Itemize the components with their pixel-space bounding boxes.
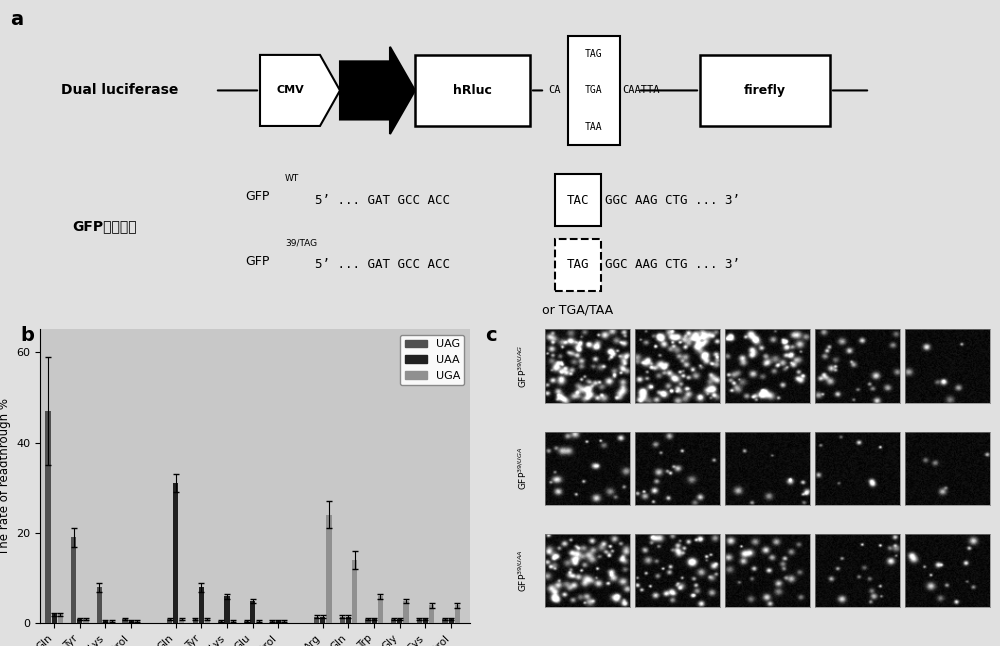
Bar <box>403 601 409 623</box>
Bar <box>346 616 351 623</box>
Bar <box>455 605 460 623</box>
Bar <box>244 621 249 623</box>
Text: CMV: CMV <box>277 85 304 96</box>
Bar <box>442 619 448 623</box>
FancyBboxPatch shape <box>415 55 530 126</box>
Text: TAA: TAA <box>585 122 603 132</box>
Text: GFP报告系统: GFP报告系统 <box>73 219 137 233</box>
Text: stRNA$^{Trp}$: stRNA$^{Trp}$ <box>748 439 787 451</box>
Text: GFP$^{39/UAA}$: GFP$^{39/UAA}$ <box>516 549 529 592</box>
Bar <box>193 619 198 623</box>
Bar <box>372 619 377 623</box>
Text: stRNA$^{Tyr}$: stRNA$^{Tyr}$ <box>748 336 787 349</box>
Bar <box>352 560 357 623</box>
Bar <box>103 621 108 623</box>
Bar <box>423 619 428 623</box>
Text: GFP$^{39/UAG}$: GFP$^{39/UAG}$ <box>516 344 529 388</box>
Bar <box>135 621 140 623</box>
Bar <box>77 619 82 623</box>
Bar <box>270 621 275 623</box>
Bar <box>276 621 281 623</box>
Bar <box>250 601 255 623</box>
Bar <box>58 614 63 623</box>
Text: GFP$^{39/UGA}$: GFP$^{39/UGA}$ <box>516 447 529 490</box>
Bar <box>326 515 332 623</box>
Bar <box>52 614 57 623</box>
Bar <box>199 587 204 623</box>
Text: stRNA$^{Gln}$: stRNA$^{Gln}$ <box>568 541 607 553</box>
Polygon shape <box>260 55 340 126</box>
Text: c: c <box>485 326 497 345</box>
Text: stRNA$^{Glu}$: stRNA$^{Glu}$ <box>838 541 877 553</box>
Legend: UAG, UAA, UGA: UAG, UAA, UGA <box>400 335 464 385</box>
Bar <box>83 619 89 623</box>
Text: Wild: Wild <box>578 338 597 347</box>
Text: b: b <box>20 326 34 345</box>
Bar <box>256 621 261 623</box>
Bar <box>231 621 236 623</box>
Bar <box>109 621 114 623</box>
Text: 39/TAG: 39/TAG <box>285 238 317 247</box>
Bar <box>179 619 184 623</box>
Bar <box>449 619 454 623</box>
FancyBboxPatch shape <box>568 36 620 145</box>
Text: WT: WT <box>285 174 299 183</box>
Bar <box>282 621 287 623</box>
Text: firefly: firefly <box>744 84 786 97</box>
Bar <box>340 616 345 623</box>
Bar <box>365 619 371 623</box>
Text: TGA: TGA <box>585 85 603 96</box>
Text: stRNA$^{Tyr}$: stRNA$^{Tyr}$ <box>658 541 697 553</box>
Text: stRNA$^{Arg}$: stRNA$^{Arg}$ <box>567 439 608 451</box>
Bar <box>378 596 383 623</box>
FancyBboxPatch shape <box>700 55 830 126</box>
Bar <box>320 616 325 623</box>
Text: a: a <box>10 10 23 28</box>
Text: GGC AAG CTG ... 3’: GGC AAG CTG ... 3’ <box>605 258 740 271</box>
Text: CAATTA: CAATTA <box>622 85 660 96</box>
Bar <box>391 619 396 623</box>
Text: Control: Control <box>931 338 964 347</box>
FancyBboxPatch shape <box>555 239 601 291</box>
Polygon shape <box>340 47 415 134</box>
Text: stRNA$^{Lys}$: stRNA$^{Lys}$ <box>748 541 787 553</box>
Text: stRNA$^{Gln}$: stRNA$^{Gln}$ <box>658 336 697 349</box>
Text: stRNA$^{Cys}$: stRNA$^{Cys}$ <box>927 439 968 451</box>
Bar <box>45 411 51 623</box>
Bar <box>129 621 134 623</box>
Text: hRluc: hRluc <box>453 84 492 97</box>
Text: 5’ ... GAT GCC ACC: 5’ ... GAT GCC ACC <box>315 194 450 207</box>
Text: or TGA/TAA: or TGA/TAA <box>542 304 614 317</box>
Bar <box>417 619 422 623</box>
Bar <box>314 616 319 623</box>
Text: TAC: TAC <box>567 194 589 207</box>
Text: stRNA$^{Lys}$: stRNA$^{Lys}$ <box>838 336 877 349</box>
Text: GFP: GFP <box>245 255 269 268</box>
Bar <box>218 621 223 623</box>
Text: stRNA$^{Gly}$: stRNA$^{Gly}$ <box>838 439 877 451</box>
Text: GGC AAG CTG ... 3’: GGC AAG CTG ... 3’ <box>605 194 740 207</box>
Text: CA: CA <box>548 85 560 96</box>
Text: TAG: TAG <box>567 258 589 271</box>
Bar <box>167 619 172 623</box>
FancyBboxPatch shape <box>555 174 601 226</box>
Text: stRNA$^{Gln}$: stRNA$^{Gln}$ <box>658 439 697 451</box>
Bar <box>397 619 402 623</box>
Bar <box>173 483 178 623</box>
Y-axis label: The rate of readthrough %: The rate of readthrough % <box>0 398 11 555</box>
Text: TAG: TAG <box>585 49 603 59</box>
Bar <box>97 587 102 623</box>
Text: GFP: GFP <box>245 191 269 203</box>
Bar <box>71 537 76 623</box>
Text: Control: Control <box>931 543 964 552</box>
Bar <box>205 619 210 623</box>
Bar <box>429 605 434 623</box>
Text: 5’ ... GAT GCC ACC: 5’ ... GAT GCC ACC <box>315 258 450 271</box>
Bar <box>224 596 230 623</box>
Text: Dual luciferase: Dual luciferase <box>61 83 179 98</box>
Bar <box>122 619 128 623</box>
